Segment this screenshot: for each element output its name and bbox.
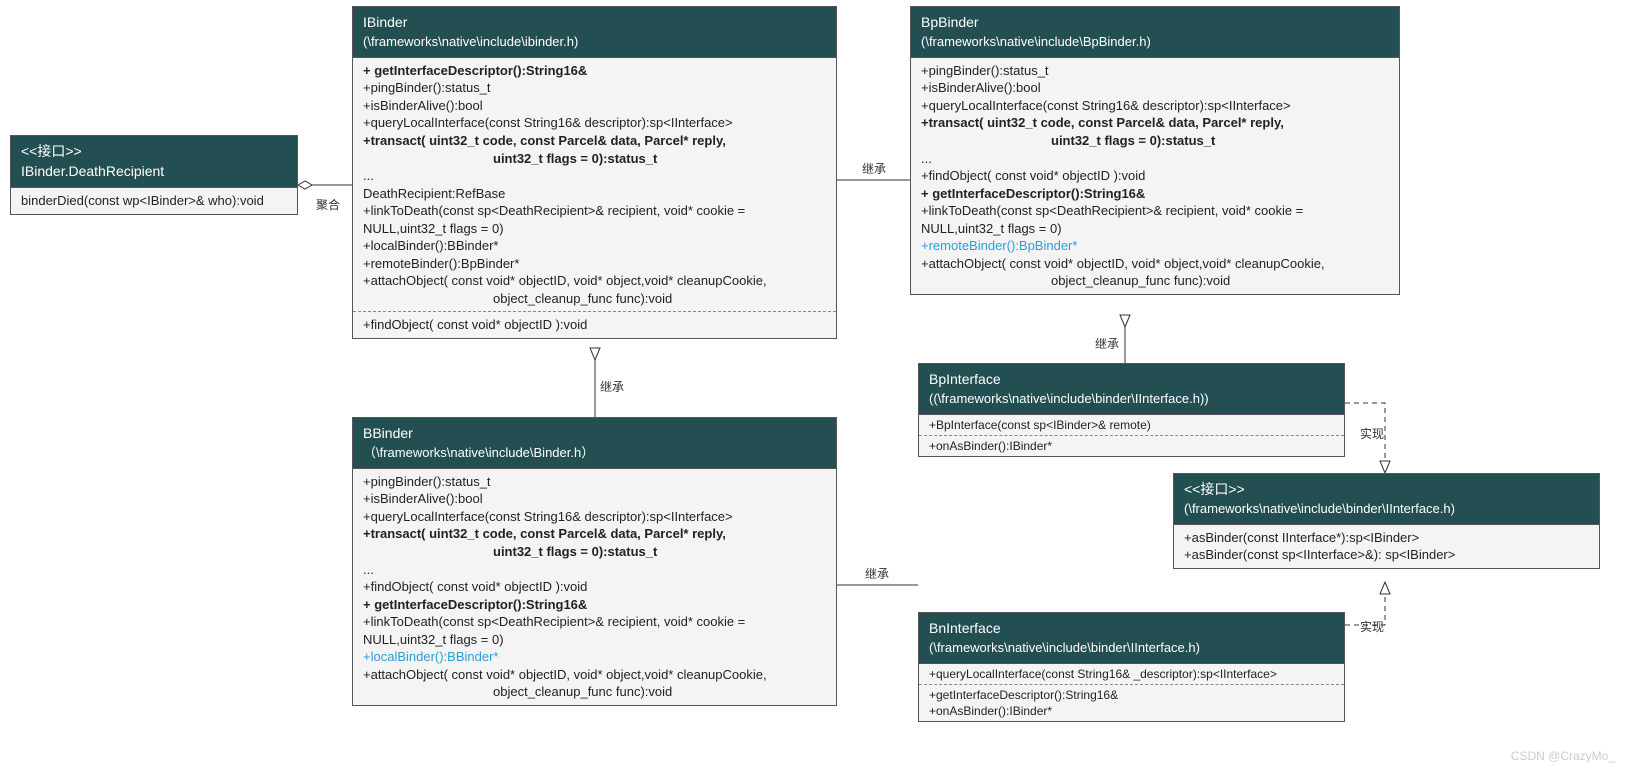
member: uint32_t flags = 0):status_t	[363, 543, 826, 561]
class-title: IBinder.DeathRecipient	[21, 162, 287, 182]
member: object_cleanup_func func):void	[363, 290, 826, 308]
class-subtitle: (\frameworks\native\include\binder\IInte…	[1184, 500, 1589, 518]
member: +remoteBinder():BpBinder*	[921, 237, 1389, 255]
member: uint32_t flags = 0):status_t	[921, 132, 1389, 150]
class-title: BnInterface	[929, 619, 1334, 639]
member: +getInterfaceDescriptor():String16&	[929, 687, 1334, 703]
member: binderDied(const wp<IBinder>& who):void	[11, 188, 297, 214]
member: +findObject( const void* objectID ):void	[921, 167, 1389, 185]
class-iinterface: <<接口>> (\frameworks\native\include\binde…	[1173, 473, 1600, 569]
member: +linkToDeath(const sp<DeathRecipient>& r…	[921, 202, 1389, 237]
member: +transact( uint32_t code, const Parcel& …	[921, 114, 1389, 132]
member: +linkToDeath(const sp<DeathRecipient>& r…	[363, 202, 826, 237]
member: +queryLocalInterface(const String16& des…	[363, 114, 826, 132]
member: +asBinder(const sp<IInterface>&): sp<IBi…	[1184, 546, 1589, 564]
member: object_cleanup_func func):void	[363, 683, 826, 701]
edge-label-realize-bn: 实现	[1360, 618, 1384, 635]
member: +isBinderAlive():bool	[363, 97, 826, 115]
member: +localBinder():BBinder*	[363, 237, 826, 255]
class-death-recipient: <<接口>> IBinder.DeathRecipient binderDied…	[10, 135, 298, 215]
class-bpinterface: BpInterface ((\frameworks\native\include…	[918, 363, 1345, 457]
edge-label-aggregation: 聚合	[316, 196, 340, 213]
member: ...	[363, 561, 826, 579]
member: +pingBinder():status_t	[921, 62, 1389, 80]
member: +linkToDeath(const sp<DeathRecipient>& r…	[363, 613, 826, 648]
member: +remoteBinder():BpBinder*	[363, 255, 826, 273]
class-subtitle: (\frameworks\native\include\BpBinder.h)	[921, 33, 1389, 51]
class-subtitle: (\frameworks\native\include\ibinder.h)	[363, 33, 826, 51]
member: +asBinder(const IInterface*):sp<IBinder>	[1184, 529, 1589, 547]
member: +queryLocalInterface(const String16& des…	[363, 508, 826, 526]
class-bbinder: BBinder （\frameworks\native\include\Bind…	[352, 417, 837, 706]
member: +attachObject( const void* objectID, voi…	[363, 666, 826, 684]
member: +localBinder():BBinder*	[363, 648, 826, 666]
member: ...	[363, 167, 826, 185]
member: ...	[921, 150, 1389, 168]
member: DeathRecipient:RefBase	[363, 185, 826, 203]
stereotype: <<接口>>	[1184, 480, 1589, 500]
member: +transact( uint32_t code, const Parcel& …	[363, 132, 826, 150]
class-subtitle: ((\frameworks\native\include\binder\IInt…	[929, 390, 1334, 408]
class-title: IBinder	[363, 13, 826, 33]
member: +pingBinder():status_t	[363, 79, 826, 97]
member: +attachObject( const void* objectID, voi…	[921, 255, 1389, 273]
class-subtitle: （\frameworks\native\include\Binder.h）	[363, 444, 826, 462]
class-ibinder: IBinder (\frameworks\native\include\ibin…	[352, 6, 837, 339]
member: +isBinderAlive():bool	[363, 490, 826, 508]
member: object_cleanup_func func):void	[921, 272, 1389, 290]
member: +onAsBinder():IBinder*	[929, 438, 1334, 454]
member: +queryLocalInterface(const String16& des…	[921, 97, 1389, 115]
class-bninterface: BnInterface (\frameworks\native\include\…	[918, 612, 1345, 722]
member: +onAsBinder():IBinder*	[929, 703, 1334, 719]
member: +isBinderAlive():bool	[921, 79, 1389, 97]
watermark: CSDN @CrazyMo_	[1511, 749, 1615, 763]
member: +findObject( const void* objectID ):void	[363, 578, 826, 596]
edge-label-inherit-bp: 继承	[862, 160, 886, 177]
member: + getInterfaceDescriptor():String16&	[921, 185, 1389, 203]
class-bpbinder: BpBinder (\frameworks\native\include\BpB…	[910, 6, 1400, 295]
member: +queryLocalInterface(const String16& _de…	[929, 666, 1334, 682]
member: uint32_t flags = 0):status_t	[363, 150, 826, 168]
member: +BpInterface(const sp<IBinder>& remote)	[929, 417, 1334, 433]
class-title: BpInterface	[929, 370, 1334, 390]
member: +transact( uint32_t code, const Parcel& …	[363, 525, 826, 543]
member: +findObject( const void* objectID ):void	[363, 316, 826, 334]
member: +pingBinder():status_t	[363, 473, 826, 491]
edge-label-inherit-bpint: 继承	[1095, 335, 1119, 352]
stereotype: <<接口>>	[21, 142, 287, 162]
member: +attachObject( const void* objectID, voi…	[363, 272, 826, 290]
edge-label-inherit-bnint: 继承	[865, 565, 889, 582]
member: + getInterfaceDescriptor():String16&	[363, 62, 826, 80]
class-title: BBinder	[363, 424, 826, 444]
class-title: BpBinder	[921, 13, 1389, 33]
edge-label-inherit-bb: 继承	[600, 378, 624, 395]
edge-label-realize-bp: 实现	[1360, 425, 1384, 442]
class-subtitle: (\frameworks\native\include\binder\IInte…	[929, 639, 1334, 657]
member: + getInterfaceDescriptor():String16&	[363, 596, 826, 614]
